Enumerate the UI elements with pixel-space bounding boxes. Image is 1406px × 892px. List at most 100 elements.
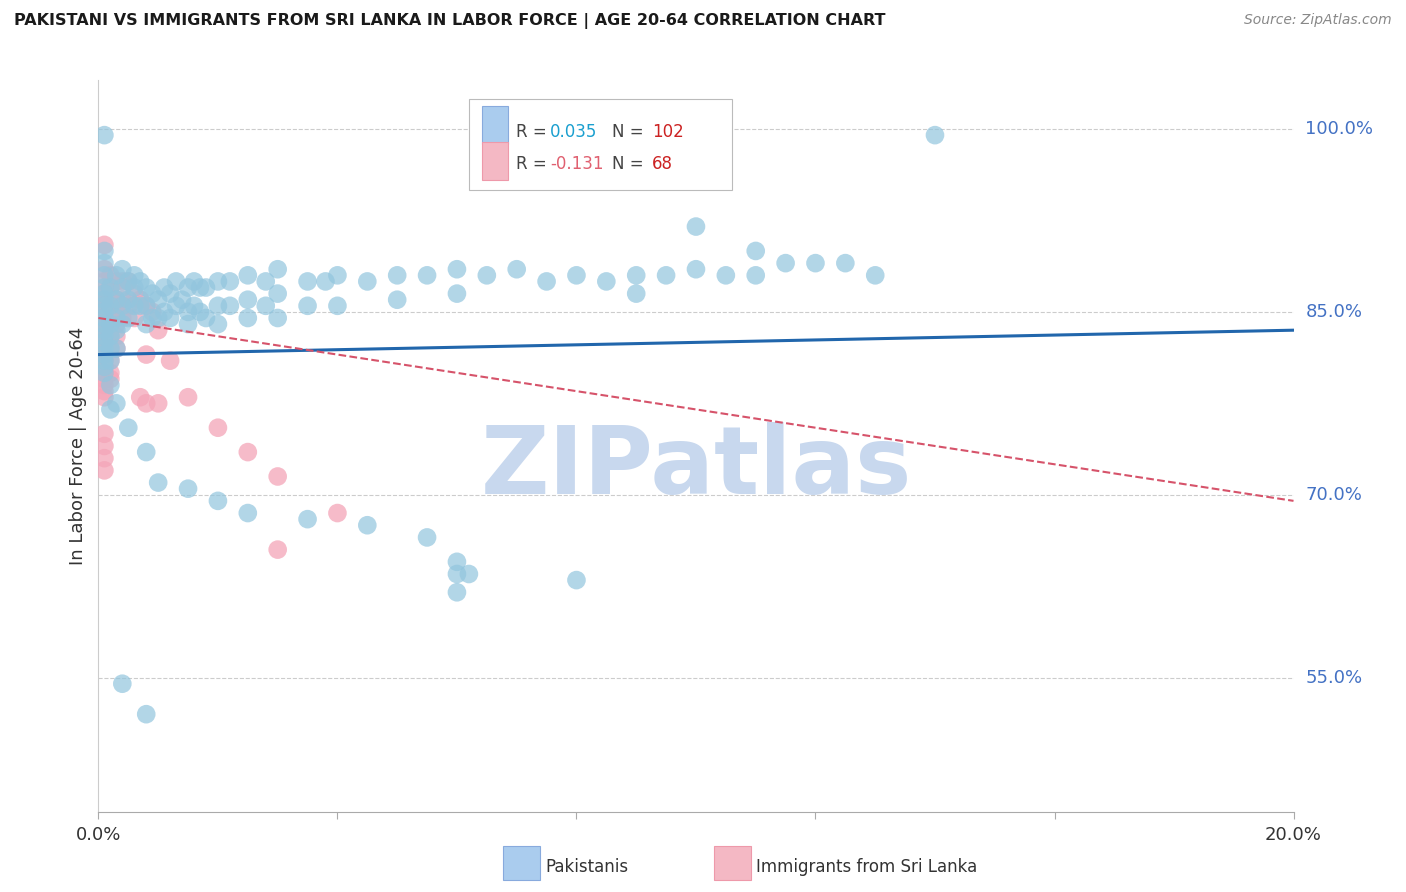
Point (93, 372, 115, 386)
Point (93, 342, 115, 356)
Point (159, 286, 181, 301)
Point (135, 396, 157, 410)
Point (267, 262, 290, 277)
Point (624, 286, 647, 301)
Point (148, 293, 170, 307)
Point (219, 299, 242, 313)
Point (135, 707, 157, 722)
Point (93, 451, 115, 466)
Point (565, 268, 588, 283)
Text: 102: 102 (652, 123, 683, 141)
Point (536, 275, 558, 289)
Point (93, 268, 115, 283)
Point (416, 531, 439, 545)
Point (105, 396, 128, 410)
Point (111, 280, 134, 294)
Point (105, 293, 128, 307)
Point (117, 311, 139, 326)
Point (267, 311, 290, 326)
Point (98, 299, 122, 313)
Point (98, 280, 122, 294)
Point (111, 262, 134, 277)
Point (93, 305, 115, 319)
Point (188, 305, 211, 319)
Point (236, 268, 259, 283)
Point (98, 353, 122, 368)
Point (924, 128, 946, 143)
Point (207, 494, 229, 508)
Point (98, 299, 122, 313)
Point (93, 348, 115, 362)
Point (254, 275, 277, 289)
Text: 85.0%: 85.0% (1305, 303, 1362, 321)
Point (98, 280, 122, 294)
Point (105, 317, 128, 331)
Point (93, 353, 115, 368)
Point (595, 275, 617, 289)
Point (98, 268, 122, 283)
Point (159, 311, 181, 326)
Point (105, 323, 128, 337)
FancyBboxPatch shape (470, 99, 733, 190)
Point (207, 317, 229, 331)
Point (93, 286, 115, 301)
Point (98, 342, 122, 356)
Point (98, 353, 122, 368)
Point (267, 286, 290, 301)
Point (93, 238, 115, 252)
Point (236, 445, 259, 459)
Point (93, 426, 115, 441)
Point (326, 268, 349, 283)
Point (297, 275, 319, 289)
Point (93, 317, 115, 331)
Point (129, 390, 152, 404)
Point (655, 268, 678, 283)
Point (93, 256, 115, 270)
Point (98, 329, 122, 343)
Text: N =: N = (612, 123, 644, 141)
Point (124, 268, 146, 283)
Point (356, 518, 378, 533)
Point (148, 323, 170, 337)
Point (111, 317, 134, 331)
Point (98, 317, 122, 331)
Point (124, 286, 146, 301)
Point (267, 469, 290, 483)
Point (93, 342, 115, 356)
Point (775, 256, 797, 270)
Text: 68: 68 (652, 155, 672, 173)
Point (93, 390, 115, 404)
Point (153, 305, 176, 319)
Point (111, 299, 134, 313)
Point (446, 262, 468, 277)
Point (165, 299, 187, 313)
Point (93, 262, 115, 277)
Point (356, 275, 378, 289)
Point (194, 280, 218, 294)
Point (207, 275, 229, 289)
Point (93, 323, 115, 337)
Point (506, 262, 529, 277)
Point (745, 244, 768, 258)
Point (385, 268, 409, 283)
Point (326, 299, 349, 313)
Point (236, 293, 259, 307)
Point (148, 311, 170, 326)
Point (416, 268, 439, 283)
Text: ZIPatlas: ZIPatlas (481, 422, 911, 514)
Point (93, 335, 115, 350)
Text: 0.0%: 0.0% (76, 826, 121, 845)
Text: 20.0%: 20.0% (1265, 826, 1322, 845)
Point (105, 342, 128, 356)
Text: 70.0%: 70.0% (1305, 486, 1362, 504)
Point (745, 268, 768, 283)
Point (685, 262, 707, 277)
Point (326, 506, 349, 520)
Point (141, 305, 163, 319)
Point (93, 311, 115, 326)
Point (135, 445, 157, 459)
Point (865, 268, 887, 283)
Point (117, 275, 139, 289)
Point (111, 275, 134, 289)
Text: 0.035: 0.035 (550, 123, 598, 141)
